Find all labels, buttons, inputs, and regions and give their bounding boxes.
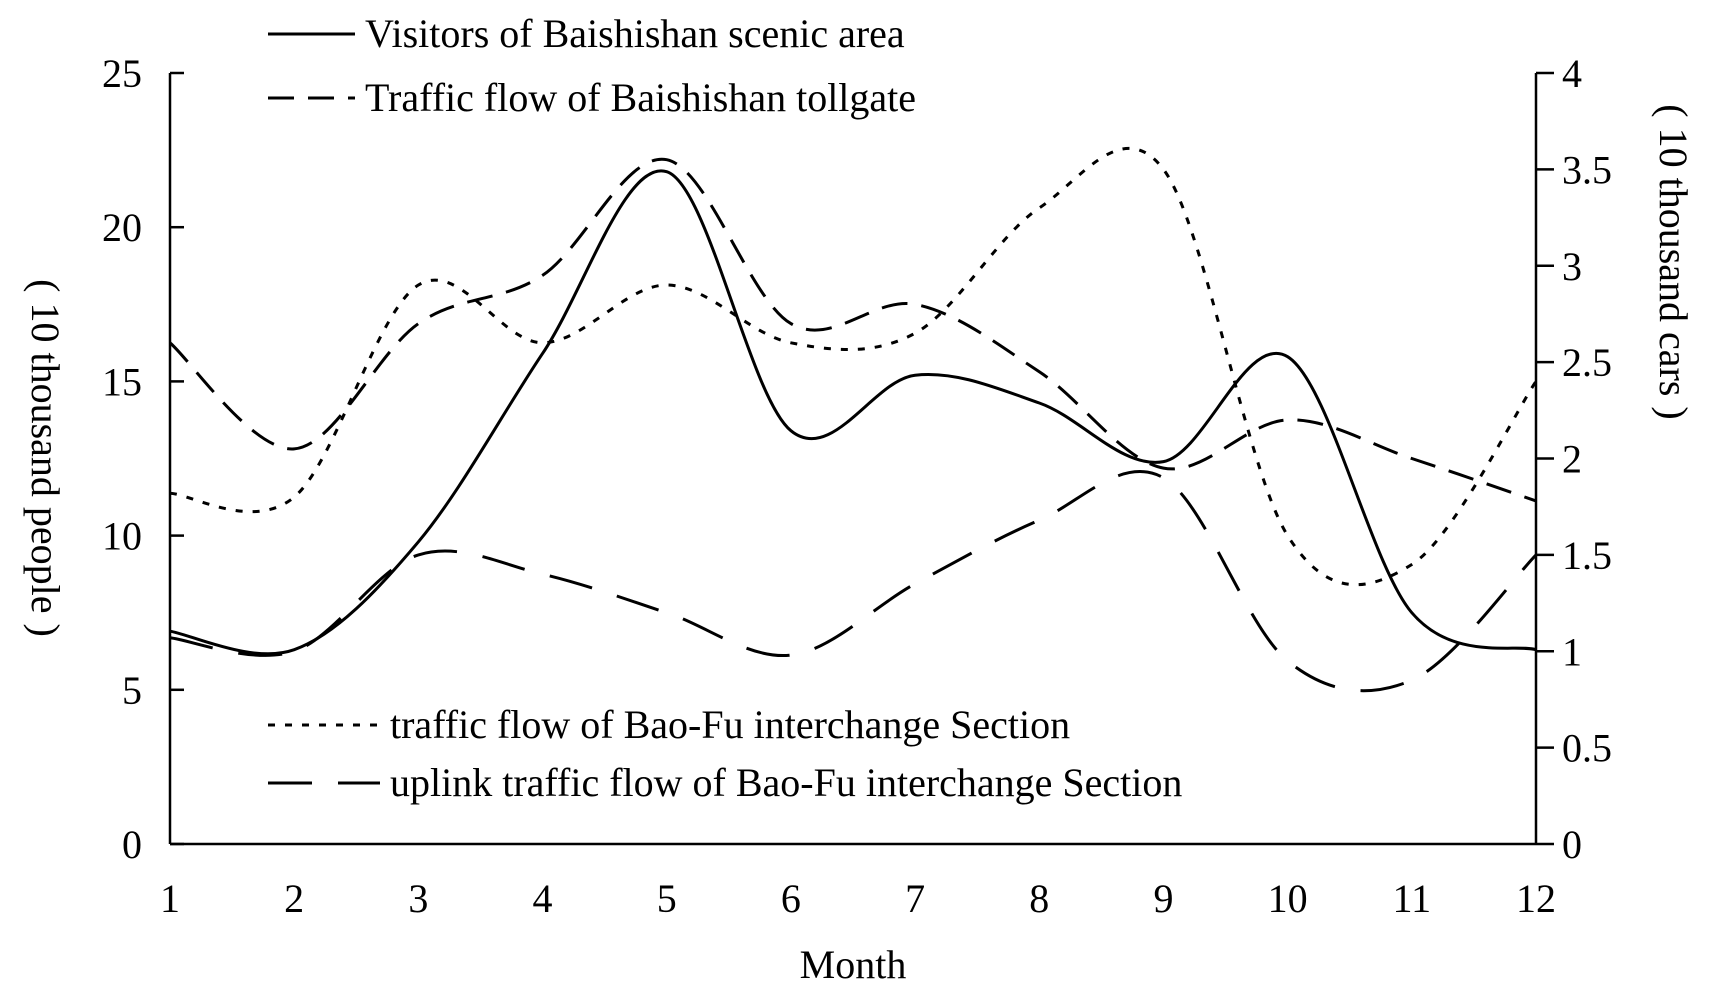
right-tick-label: 2.5 — [1562, 340, 1612, 385]
right-tick-label: 0 — [1562, 822, 1582, 867]
legend-label-baofu: traffic flow of Bao-Fu interchange Secti… — [390, 702, 1070, 747]
right-tick-label: 3 — [1562, 244, 1582, 289]
right-tick-label: 3.5 — [1562, 147, 1612, 192]
x-tick-label: 9 — [1153, 876, 1173, 921]
x-tick-label: 8 — [1029, 876, 1049, 921]
x-tick-label: 5 — [657, 876, 677, 921]
series-group — [169, 146, 1538, 693]
right-tick-label: 2 — [1562, 437, 1582, 482]
right-tick-label: 1 — [1562, 629, 1582, 674]
series-baofu-line — [169, 146, 1538, 587]
x-tick-label: 1 — [160, 876, 180, 921]
legend-bottom: traffic flow of Bao-Fu interchange Secti… — [268, 702, 1182, 805]
left-tick-label: 20 — [102, 205, 142, 250]
x-tick-label: 3 — [408, 876, 428, 921]
right-axis-ticks: 0 0.5 1 1.5 2 2.5 3 3.5 4 — [1536, 51, 1612, 867]
right-tick-label: 1.5 — [1562, 533, 1612, 578]
right-tick-label: 4 — [1562, 51, 1582, 96]
right-tick-label: 0.5 — [1562, 726, 1612, 771]
legend-label-visitors: Visitors of Baishishan scenic area — [365, 11, 905, 56]
left-axis-title: ( 10 thousand people ) — [23, 279, 68, 637]
left-tick-label: 0 — [122, 822, 142, 867]
x-tick-label: 11 — [1393, 876, 1432, 921]
x-axis-ticks: 1 2 3 4 5 6 7 8 9 10 11 12 — [160, 876, 1556, 921]
x-tick-label: 4 — [533, 876, 553, 921]
legend-label-tollgate: Traffic flow of Baishishan tollgate — [365, 75, 916, 120]
x-tick-label: 7 — [905, 876, 925, 921]
legend-top: Visitors of Baishishan scenic area Traff… — [268, 11, 916, 120]
left-tick-label: 15 — [102, 359, 142, 404]
series-uplink-line — [169, 470, 1538, 693]
x-tick-label: 12 — [1516, 876, 1556, 921]
legend-label-uplink: uplink traffic flow of Bao-Fu interchang… — [390, 760, 1182, 805]
left-tick-label: 25 — [102, 51, 142, 96]
series-tollgate-line — [169, 157, 1537, 503]
x-tick-label: 6 — [781, 876, 801, 921]
left-tick-label: 10 — [102, 514, 142, 559]
x-tick-label: 2 — [284, 876, 304, 921]
left-axis-ticks: 0 5 10 15 20 25 — [102, 51, 184, 867]
left-tick-label: 5 — [122, 668, 142, 713]
right-axis-title: ( 10 thousand cars ) — [1651, 104, 1696, 419]
series-visitors-line — [169, 169, 1537, 656]
x-tick-label: 10 — [1268, 876, 1308, 921]
x-axis-title: Month — [800, 942, 907, 986]
